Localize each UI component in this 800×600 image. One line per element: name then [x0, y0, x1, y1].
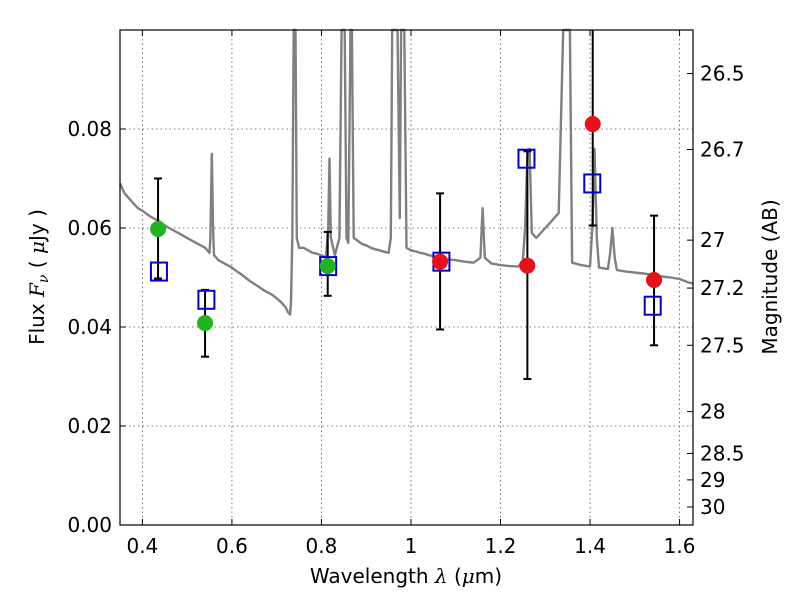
magnitude-tick-label: 26.5	[700, 62, 745, 86]
y-tick-label: 0.00	[67, 513, 112, 537]
y-tick-label: 0.08	[67, 117, 112, 141]
x-tick-label: 1.4	[574, 534, 606, 558]
magnitude-tick-label: 27.2	[700, 276, 745, 300]
model-band-box	[643, 295, 662, 316]
x-tick-label: 0.4	[126, 534, 158, 558]
model-band-box	[517, 148, 536, 169]
magnitude-tick-label: 28	[700, 400, 725, 424]
x-axis-label: Wavelength λ (μm)	[310, 564, 502, 588]
magnitude-tick-label: 29	[700, 468, 725, 492]
plot-frame	[119, 29, 694, 526]
model-spectrum-series	[118, 28, 694, 316]
model-band-box	[149, 261, 168, 282]
x-tick-label: 1.6	[664, 534, 696, 558]
grid	[120, 30, 693, 525]
magnitude-tick-label: 27	[700, 228, 725, 252]
y-tick-label: 0.06	[67, 216, 112, 240]
green-photometry-point	[197, 315, 214, 332]
model-band-box	[583, 173, 602, 194]
x-tick-label: 0.8	[306, 534, 338, 558]
x-tick-label: 1.2	[485, 534, 517, 558]
magnitude-axis-label: Magnitude (AB)	[758, 199, 782, 354]
magnitude-tick-label: 26.7	[700, 138, 745, 162]
x-tick-label: 1	[405, 534, 418, 558]
y-tick-label: 0.02	[67, 414, 112, 438]
green-photometry-point	[150, 220, 167, 237]
green-photometry-point	[319, 258, 336, 275]
model-spectrum-line	[118, 28, 694, 316]
red-photometry-point	[646, 271, 663, 288]
magnitude-tick-label: 27.5	[700, 333, 745, 357]
axis-ticks: 0.4 0.6 0.8 1 1.2 1.4 1.6 0.00 0.02 0.04 0.06 0.08 2…	[67, 30, 745, 558]
y-tick-label: 0.04	[67, 315, 112, 339]
red-photometry-point	[584, 116, 601, 133]
red-photometry-point	[432, 253, 449, 270]
magnitude-tick-label: 30	[700, 495, 725, 519]
red-photometry-point	[519, 257, 536, 274]
photometry-series	[150, 116, 663, 332]
model-band-box	[197, 289, 216, 310]
x-tick-label: 0.6	[216, 534, 248, 558]
magnitude-tick-label: 28.5	[700, 441, 745, 465]
y-axis-label: Flux Fν ( μJy )	[25, 209, 52, 345]
